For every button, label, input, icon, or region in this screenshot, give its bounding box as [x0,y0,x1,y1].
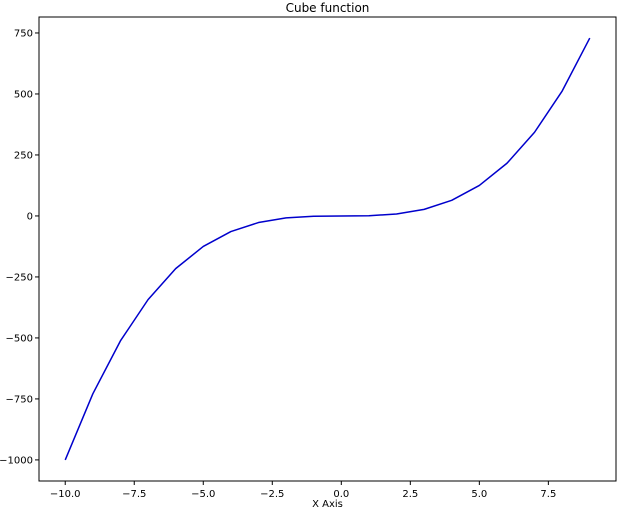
y-tick-label: 0 [27,211,33,222]
y-tick-label: −500 [6,333,33,344]
y-tick-label: −1000 [0,455,33,466]
x-tick-label: 5.0 [471,489,487,500]
y-axis-ticks: −1000 −750 −500 −250 0 250 500 750 [0,28,39,466]
chart-title: Cube function [286,1,370,15]
x-tick-label: −5.0 [191,489,215,500]
y-tick-label: 750 [14,28,33,39]
y-tick-label: −250 [6,272,33,283]
series-lines [64,37,591,461]
x-axis-label: X Axis [312,499,343,509]
x-tick-label: 7.5 [540,489,556,500]
y-tick-label: 500 [14,89,33,100]
x-tick-label: 2.5 [402,489,418,500]
plot-area-frame [38,16,617,482]
x-tick-label: 0.0 [333,489,349,500]
y-tick-label: −750 [6,394,33,405]
y-tick-label: 250 [14,150,33,161]
x-tick-label: −7.5 [122,489,146,500]
x-axis-ticks: −10.0 −7.5 −5.0 −2.5 0.0 2.5 5.0 7.5 [50,481,556,500]
series-line-0 [64,37,591,461]
x-tick-label: −2.5 [260,489,284,500]
x-tick-label: −10.0 [50,489,81,500]
